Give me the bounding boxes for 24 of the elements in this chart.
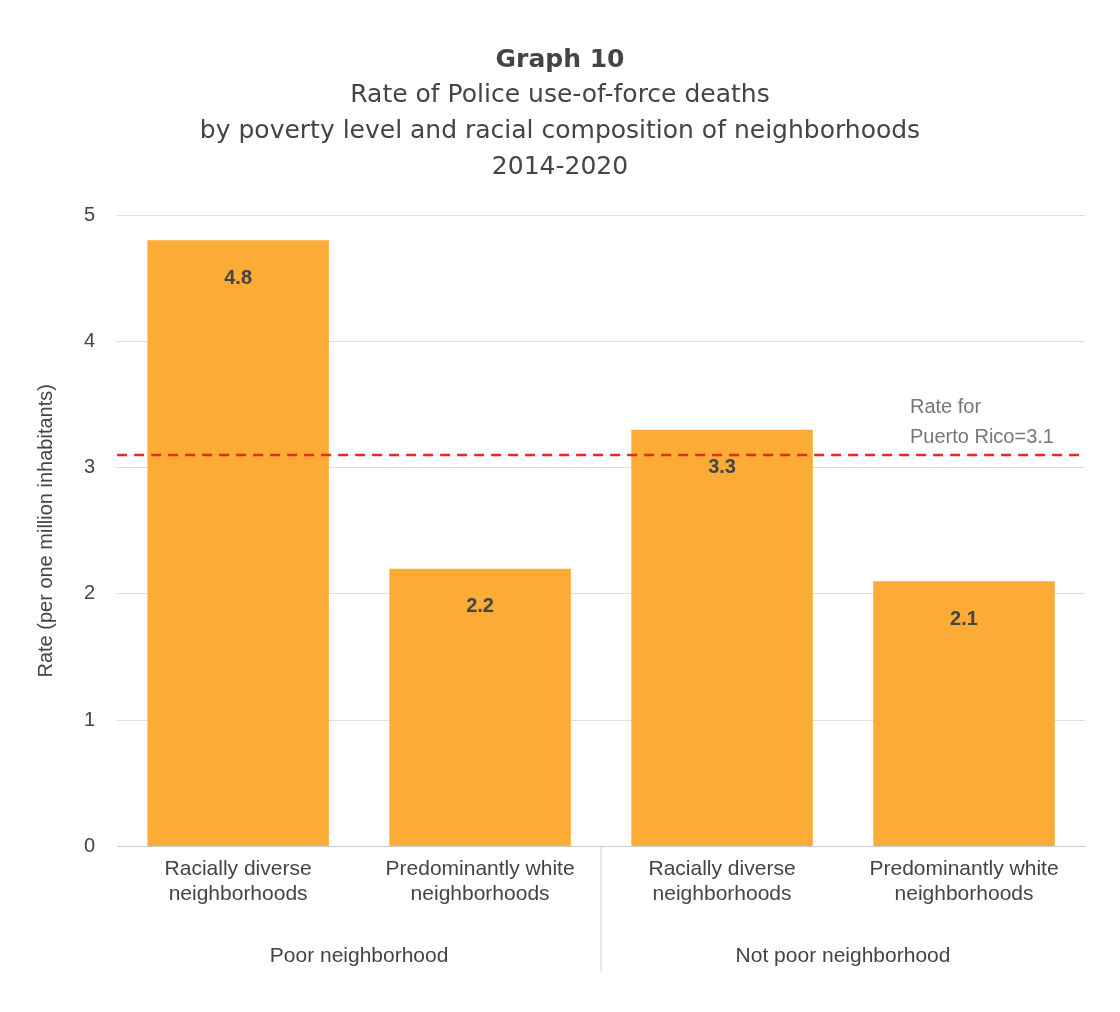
- y-tick-label: 2: [84, 581, 96, 604]
- data-label: 2.1: [950, 606, 978, 629]
- y-tick-label: 1: [84, 707, 96, 730]
- bar: [147, 240, 329, 847]
- y-axis-title: Rate (per one million inhabitants): [33, 384, 56, 678]
- y-tick-label: 3: [84, 455, 96, 478]
- bar: [631, 429, 813, 847]
- chart-title: Graph 10: [494, 43, 626, 75]
- y-tick-label: 0: [84, 834, 96, 857]
- bar: [389, 568, 571, 847]
- text: Poor neighborhood: [269, 943, 449, 967]
- y-tick-label: 4: [84, 328, 96, 351]
- ref-line-label: Rate for Puerto Rico=3.1: [910, 394, 1054, 447]
- y-tick-label: 5: [84, 202, 96, 225]
- x-tick-label: Predominantly white neighborhoods: [869, 856, 1059, 905]
- x-tick-label: Racially diverse neighborhoods: [164, 856, 312, 905]
- data-label: 3.3: [708, 455, 736, 478]
- chart-subtitle: Rate of Police use-of-force deaths by poverty level and racial composition of neighborhoods 2014-2020: [198, 78, 922, 182]
- text: Not poor neighborhood: [735, 943, 951, 967]
- bar: [873, 581, 1055, 847]
- x-tick-label: Predominantly white neighborhoods: [385, 856, 575, 905]
- data-label: 4.8: [224, 265, 253, 288]
- x-tick-label: Racially diverse neighborhoods: [648, 856, 796, 905]
- data-label: 2.2: [466, 594, 494, 617]
